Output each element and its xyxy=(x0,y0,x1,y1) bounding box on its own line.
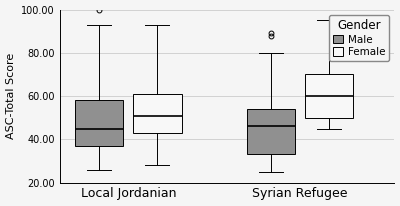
Y-axis label: ASC-Total Score: ASC-Total Score xyxy=(6,53,16,139)
PathPatch shape xyxy=(305,74,353,118)
PathPatch shape xyxy=(75,100,123,146)
PathPatch shape xyxy=(247,109,295,154)
PathPatch shape xyxy=(134,94,182,133)
Legend: Male, Female: Male, Female xyxy=(329,15,389,61)
